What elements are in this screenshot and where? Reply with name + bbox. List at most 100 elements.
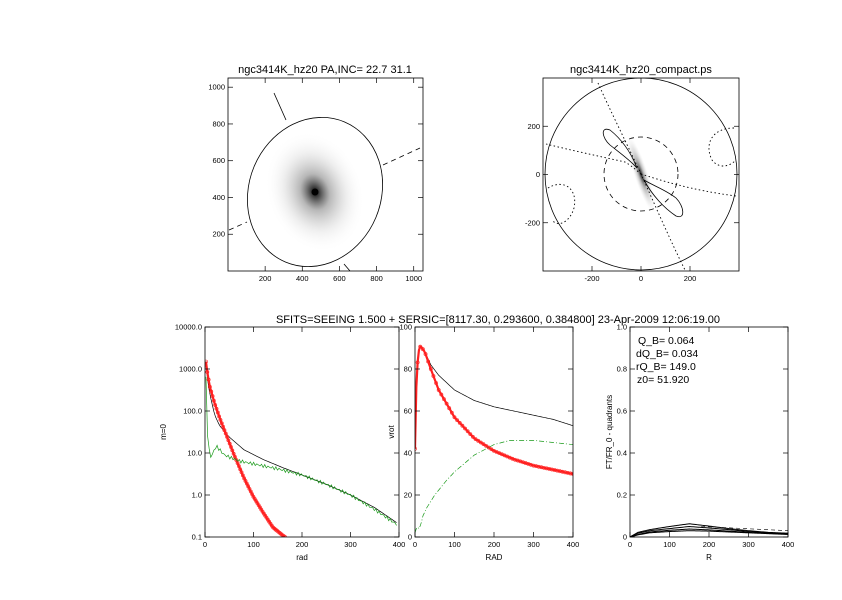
series-point xyxy=(217,414,222,419)
minor-axis-dashed-left xyxy=(228,221,248,231)
y-tick-label: 1000.0 xyxy=(179,365,202,374)
inner-dashed-circle xyxy=(603,136,679,212)
y-tick-label: 40 xyxy=(404,449,412,458)
galaxy-core xyxy=(311,188,319,196)
panel5-xlabel: R xyxy=(706,553,712,562)
series-point xyxy=(550,467,554,472)
x-tick-label: 200 xyxy=(488,540,501,549)
series-point xyxy=(219,421,224,426)
series-line-2 xyxy=(205,376,397,526)
series-point xyxy=(560,469,565,474)
series-point xyxy=(460,423,465,428)
panel2-title: ngc3414K_hz20_compact.ps xyxy=(570,64,712,76)
series-point xyxy=(215,410,220,415)
panel5-ticks: 0 100 200 300 400 0 0.2 0.4 0.6 0.8 1.0 xyxy=(617,323,795,550)
series-point xyxy=(468,432,473,437)
x-tick-label: 300 xyxy=(344,540,357,549)
series-point xyxy=(523,461,528,465)
series-point xyxy=(281,534,286,537)
series-point xyxy=(484,443,489,448)
minor-axis-dashed xyxy=(382,147,421,166)
y-tick-label: 100.0 xyxy=(183,407,202,416)
series-point xyxy=(423,352,428,356)
dotted-lobe-right xyxy=(708,127,737,167)
series-point xyxy=(544,466,549,471)
series-point xyxy=(431,374,436,378)
series-point xyxy=(208,384,212,389)
series-line-3 xyxy=(630,530,788,537)
series-point xyxy=(455,418,460,423)
series-point xyxy=(420,347,425,352)
series-point xyxy=(515,458,520,463)
y-tick-label: 0 xyxy=(536,170,540,179)
series-point xyxy=(471,434,475,439)
series-point xyxy=(481,442,486,447)
x-tick-label: 300 xyxy=(742,540,755,549)
y-tick-label: 10.0 xyxy=(187,449,202,458)
annotation-qb: Q_B= 0.064 xyxy=(638,335,694,347)
dotted-lobe-left xyxy=(547,183,576,224)
x-tick-label: 600 xyxy=(333,274,346,283)
series-point xyxy=(206,377,211,382)
series-point xyxy=(526,462,531,466)
x-tick-label: 400 xyxy=(567,540,580,549)
series-point xyxy=(418,344,423,349)
series-point xyxy=(225,435,229,439)
series-point xyxy=(476,438,481,443)
panel3-ylabel: m=0 xyxy=(159,424,168,440)
x-tick-label: 400 xyxy=(782,540,795,549)
y-tick-label: 20 xyxy=(404,491,412,500)
series-line-1 xyxy=(205,361,286,537)
series-point xyxy=(457,420,462,425)
series-point xyxy=(238,467,243,472)
panel3-xlabel: rad xyxy=(296,553,308,562)
x-tick-label: 200 xyxy=(296,540,309,549)
series-point xyxy=(205,359,208,364)
series-point xyxy=(542,465,546,470)
series-line-1 xyxy=(415,345,573,476)
series-point xyxy=(486,445,491,450)
panel1-title: ngc3414K_hz20 PA,INC= 22.7 31.1 xyxy=(238,64,412,76)
x-tick-label: 0 xyxy=(413,540,417,549)
series-point xyxy=(221,424,226,429)
series-point xyxy=(513,457,517,462)
series-line-0 xyxy=(630,523,788,537)
series-line-2 xyxy=(415,440,573,533)
y-tick-label: 0.6 xyxy=(617,407,627,416)
x-tick-label: 0 xyxy=(628,540,632,549)
x-tick-label: 0 xyxy=(203,540,207,549)
series-point xyxy=(555,468,560,473)
panel-quadrants: 0 100 200 300 400 0 0.2 0.4 0.6 0.8 1.0 R FT/FR_0 … xyxy=(605,323,794,563)
series-point xyxy=(571,472,573,476)
y-tick-label: 600 xyxy=(212,156,225,165)
y-tick-label: 100 xyxy=(399,323,412,332)
x-tick-label: 100 xyxy=(448,540,461,549)
y-tick-label: 0 xyxy=(623,533,627,542)
series-point xyxy=(234,458,239,462)
y-tick-label: 0 xyxy=(408,533,412,542)
series-point xyxy=(489,447,494,452)
panel5-ylabel: FT/FR_0 - quadrants xyxy=(605,395,614,469)
panel2-ticks: -200 0 200 -200 0 200 xyxy=(525,78,739,283)
y-tick-label: 1000 xyxy=(208,83,225,92)
series-point xyxy=(452,415,457,420)
y-tick-label: 200 xyxy=(527,122,540,131)
series-point xyxy=(565,470,570,475)
series-line-0 xyxy=(205,361,397,523)
series-point xyxy=(214,406,219,411)
y-tick-label: 0.1 xyxy=(192,533,202,542)
series-line-1 xyxy=(630,525,788,537)
x-tick-label: 300 xyxy=(527,540,540,549)
series-point xyxy=(436,388,441,392)
y-tick-label: 400 xyxy=(212,193,225,202)
series-point xyxy=(534,464,539,469)
x-tick-label: -200 xyxy=(584,274,599,283)
series-point xyxy=(444,401,449,406)
x-tick-label: 200 xyxy=(684,274,697,283)
series-point xyxy=(211,398,216,403)
series-point xyxy=(447,406,452,411)
panel3-series xyxy=(205,359,397,537)
y-tick-label: -200 xyxy=(525,218,540,227)
y-tick-label: 0.8 xyxy=(617,365,627,374)
